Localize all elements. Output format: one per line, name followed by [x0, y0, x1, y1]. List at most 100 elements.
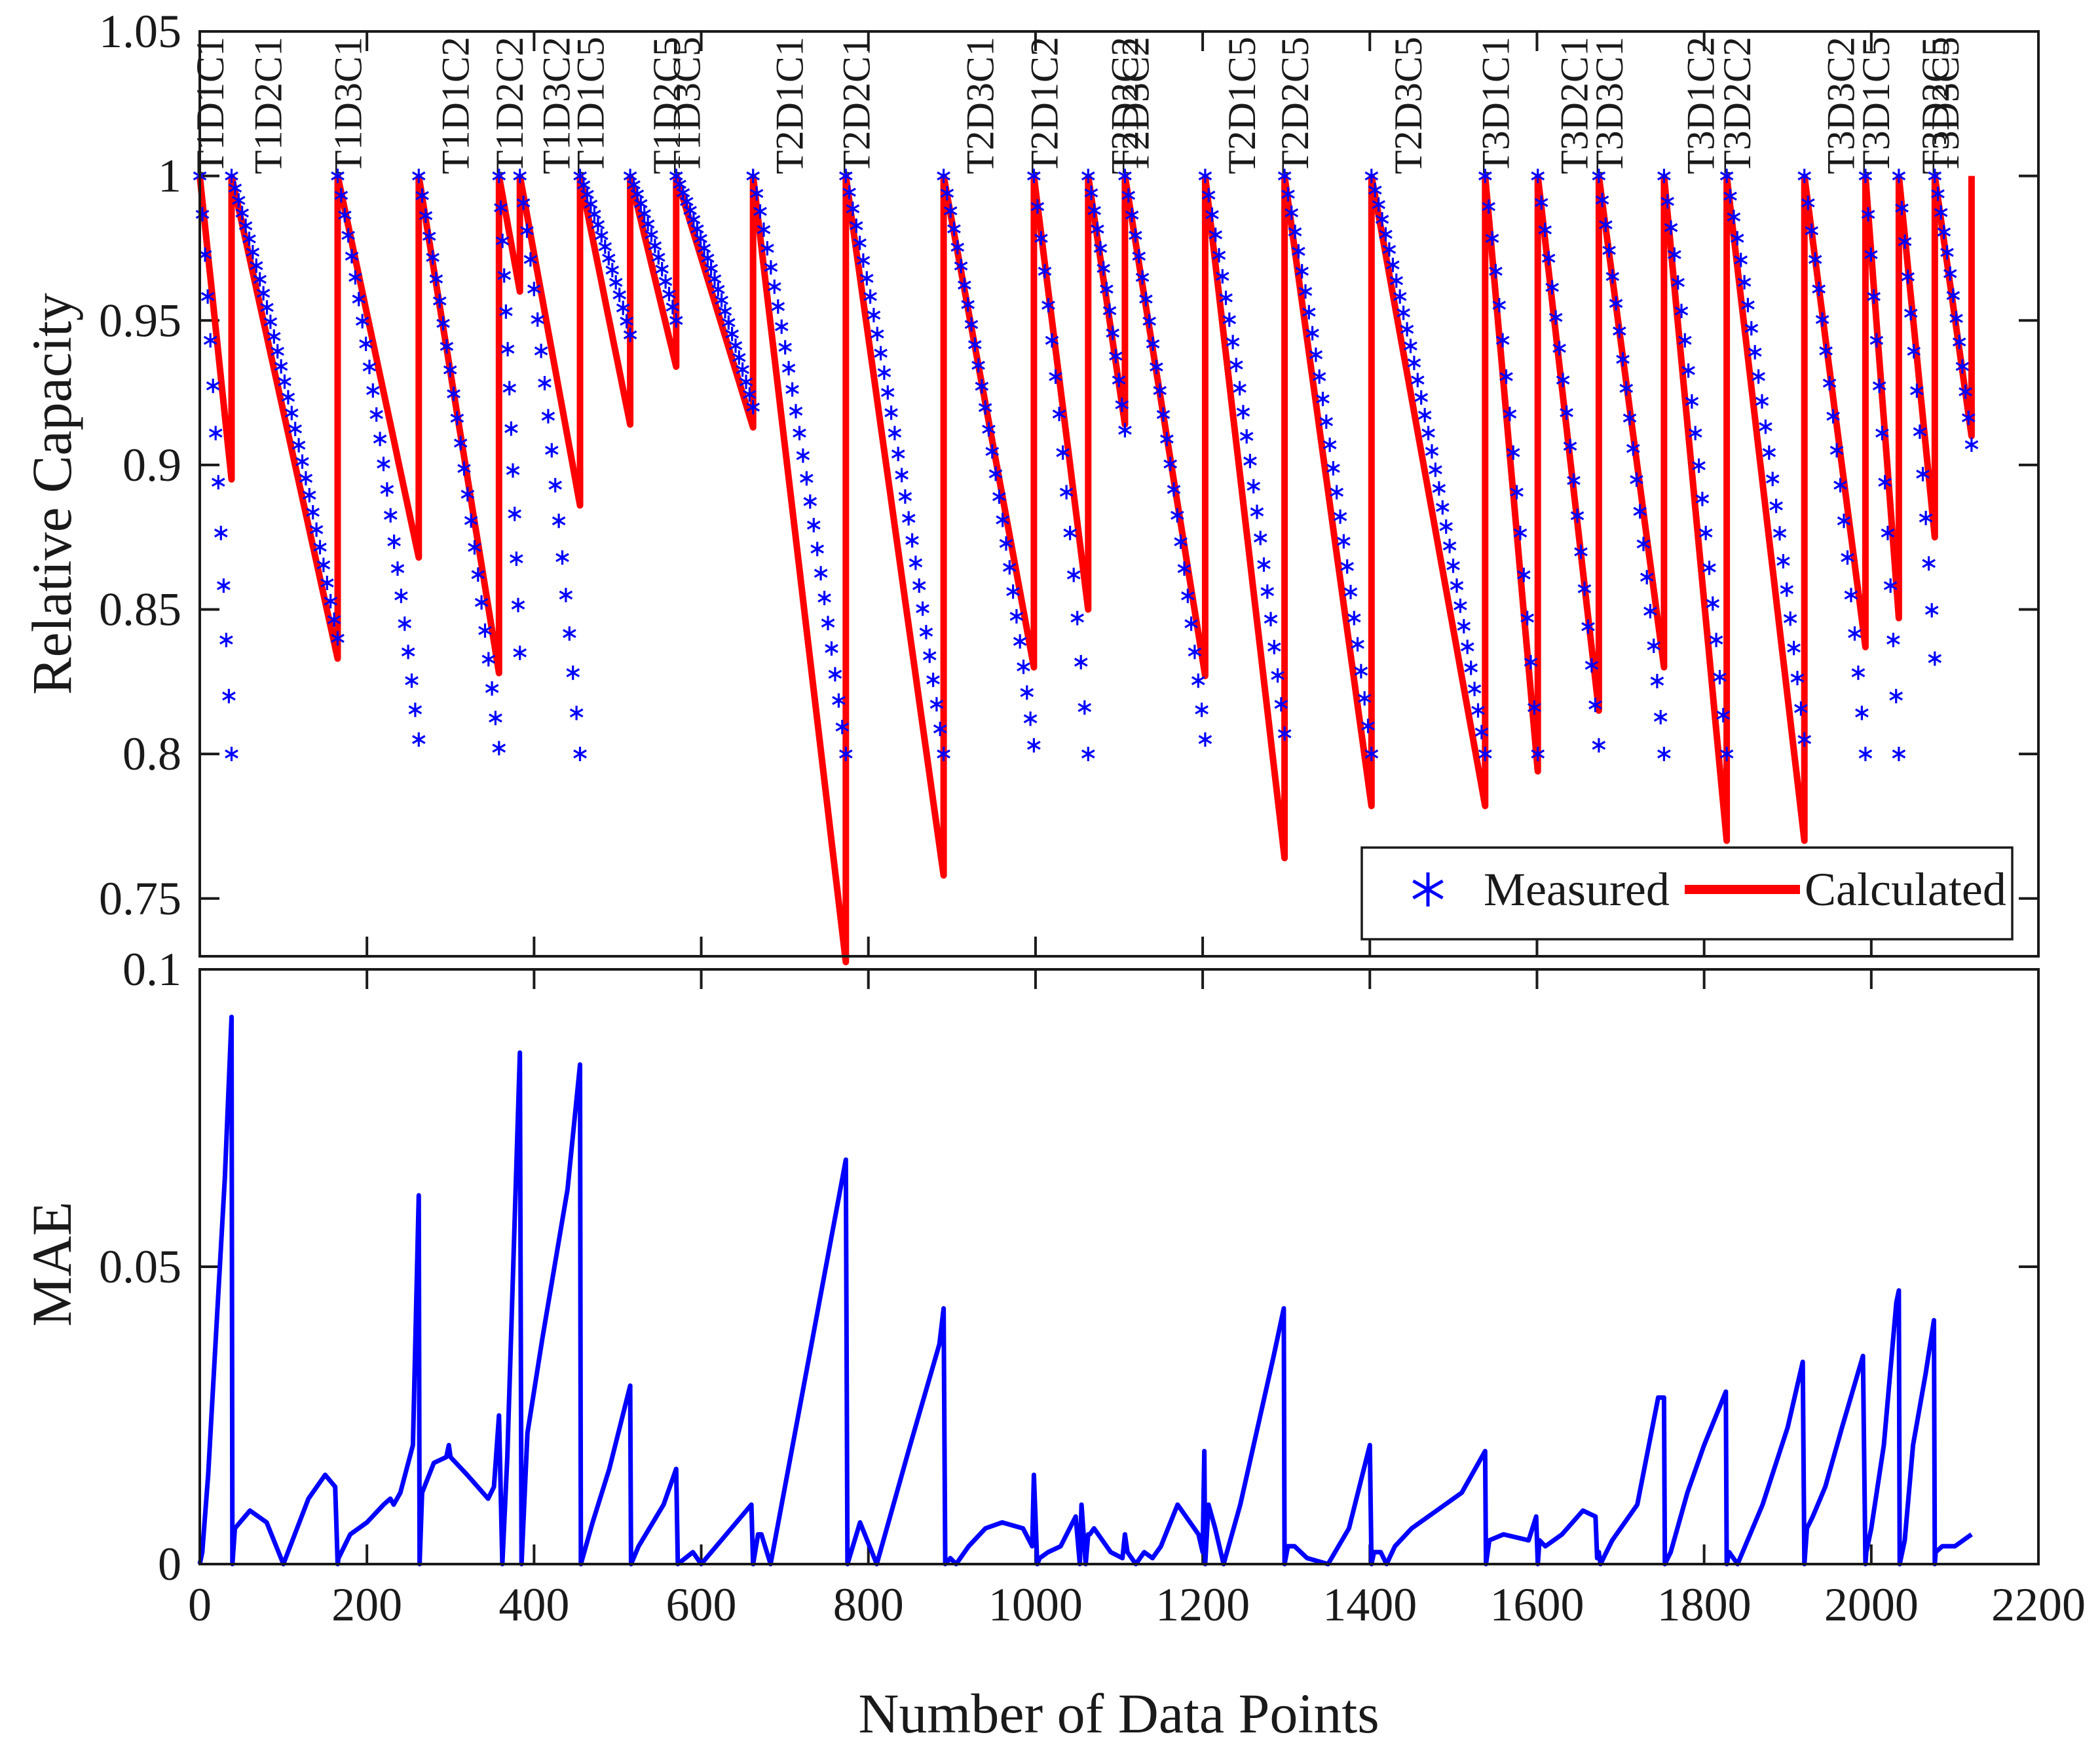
- measured-segment-T1D2C5: [623, 168, 683, 328]
- mae-ytick-label: 0: [158, 1538, 181, 1590]
- capacity-ytick-label: 0.75: [99, 872, 181, 925]
- mae-axes-frame: [198, 968, 2040, 1565]
- x-tick-label: 1600: [1490, 1579, 1584, 1631]
- calculated-segment-T1D1C1: [197, 176, 235, 483]
- segment-label-T2D3C1: T2D3C1: [959, 37, 1002, 174]
- measured-segment-T2D1C2: [1027, 168, 1095, 762]
- segment-label-T1D2C1: T1D2C1: [247, 37, 290, 174]
- measured-segment-T1D3C2: [513, 168, 587, 762]
- measured-segment-T2D3C1: [937, 168, 1041, 753]
- segment-label-T3D3C2: T3D3C2: [1820, 37, 1863, 174]
- mae-plot-area: [200, 969, 2038, 1564]
- measured-segment-T2D1C1: [746, 168, 853, 762]
- capacity-ytick-label: 0.95: [99, 294, 181, 346]
- measured-series: [193, 168, 1979, 762]
- calculated-segment-T3D1C2: [1660, 176, 1731, 844]
- measured-segment-T1D3C5: [669, 168, 760, 415]
- capacity-ytick-label: 1.05: [99, 5, 181, 58]
- measured-segment-T1D2C2: [492, 168, 527, 660]
- mae-series-line: [197, 1015, 1973, 1567]
- capacity-ytick-label: 1: [158, 150, 181, 202]
- x-tick-label: 1200: [1155, 1579, 1250, 1631]
- measured-segment-T3D2C1: [1531, 168, 1606, 753]
- segment-label-T1D1C2: T1D1C2: [434, 37, 477, 174]
- capacity-axes-frame: [198, 30, 2040, 958]
- segment-label-T3D2C5: T3D2C5: [1914, 37, 1957, 174]
- segment-label-T2D3C2: T2D3C2: [1114, 37, 1157, 174]
- measured-segment-T2D2C1: [838, 168, 950, 762]
- measured-segment-T1D2C1: [225, 168, 345, 646]
- measured-segment-T3D3C5: [1928, 168, 1979, 452]
- calculated-segment-T1D2C5: [627, 175, 680, 370]
- measured-segment-T2D2C2: [1081, 168, 1132, 438]
- mae-panel: 0.1 0.05 00 200 400 600 800 1000 1200 1400 1600 180…: [20, 943, 2086, 1745]
- calculated-segment-T2D1C5: [1201, 176, 1288, 861]
- calculated-segment-T2D3C1: [940, 175, 1038, 671]
- calculated-segment-T2D1C2: [1030, 175, 1092, 613]
- segment-label-T1D2C2: T1D2C2: [488, 37, 531, 174]
- measured-segment-T2D3C5: [1364, 168, 1492, 762]
- x-axis-label: Number of Data Points: [858, 1682, 1379, 1745]
- measured-segment-T2D3C2: [1118, 168, 1212, 747]
- x-tick-label: 600: [666, 1579, 737, 1631]
- calculated-segment-T2D2C5: [1281, 175, 1375, 810]
- segment-labels: T1D1C1 T1D2C1 T1D3C1 T1D1C2 T1D2C2 T1D3C2T1D1…: [189, 37, 1967, 174]
- calculated-segment-T1D3C5: [673, 175, 757, 431]
- segment-label-T1D2C5: T1D2C5: [645, 37, 688, 174]
- segment-label-T2D1C2: T2D1C2: [1022, 37, 1066, 174]
- x-tick-label: 200: [331, 1579, 402, 1631]
- x-tick-label: 400: [498, 1579, 569, 1631]
- legend-measured-label: Measured: [1484, 863, 1670, 916]
- mae-ytick-label: 0.05: [99, 1241, 181, 1293]
- calculated-segment-T3D1C1: [1482, 176, 1541, 775]
- capacity-ytick-label: 0.8: [122, 728, 181, 780]
- capacity-ytick-label: 0.9: [122, 439, 181, 491]
- measured-segment-T3D1C2: [1657, 168, 1734, 762]
- segment-label-T3D1C2: T3D1C2: [1679, 37, 1722, 174]
- legend-calculated-label: Calculated: [1805, 863, 2006, 916]
- calculated-segment-T3D3C1: [1595, 175, 1668, 671]
- mae-ticks: 0.1 0.05 00 200 400 600 800 1000 1200 1400 1600 180…: [99, 943, 2086, 1631]
- segment-label-T1D1C5: T1D1C5: [569, 37, 612, 174]
- segment-label-T2D3C5: T2D3C5: [1387, 37, 1430, 174]
- legend-measured-star: [1412, 872, 1444, 906]
- measured-segment-T3D1C5: [1858, 168, 1906, 762]
- calculated-segment-T1D1C5: [576, 175, 634, 428]
- segment-label-T1D1C1: T1D1C1: [189, 37, 232, 174]
- segment-label-T2D1C1: T2D1C1: [768, 37, 812, 174]
- calculated-segment-T2D1C1: [749, 176, 850, 965]
- calculated-segment-T2D2C1: [842, 175, 947, 879]
- measured-segment-T1D1C2: [411, 168, 506, 756]
- calculated-segment-T1D3C1: [334, 175, 422, 561]
- legend: Measured Calculated: [1360, 846, 2014, 941]
- mae-ytick-label: 0.1: [122, 943, 181, 996]
- x-tick-label: 0: [188, 1579, 212, 1631]
- segment-label-T2D2C1: T2D2C1: [834, 37, 878, 174]
- measured-segment-T2D1C5: [1198, 168, 1292, 741]
- segment-label-T1D3C5: T1D3C5: [665, 37, 708, 174]
- segment-label-T3D2C2: T3D2C2: [1716, 37, 1759, 174]
- capacity-ticks: 1.05 1 0.95 0.9 0.85 0.8 0.75: [99, 5, 2040, 956]
- x-tick-label: 2000: [1824, 1579, 1919, 1631]
- x-tick-label: 1400: [1322, 1579, 1417, 1631]
- segment-label-T3D2C1: T3D2C1: [1553, 37, 1596, 174]
- calculated-segment-T3D2C2: [1723, 176, 1808, 844]
- segment-label-T3D1C1: T3D1C1: [1474, 37, 1517, 174]
- x-tick-label: 1000: [988, 1579, 1083, 1631]
- x-tick-label: 800: [833, 1579, 904, 1631]
- calculated-segment-T3D3C5: [1931, 175, 1975, 439]
- measured-segment-T3D2C5: [1892, 168, 1942, 666]
- mae-y-axis-label: MAE: [20, 1201, 83, 1326]
- segment-label-T3D3C1: T3D3C1: [1588, 37, 1631, 174]
- capacity-ytick-label: 0.85: [99, 584, 181, 636]
- segment-label-T3D3C5: T3D3C5: [1924, 37, 1967, 174]
- capacity-plot-area: [200, 31, 2038, 956]
- segment-label-T2D2C2: T2D2C2: [1103, 37, 1146, 174]
- capacity-panel: 1.05 1 0.95 0.9 0.85 0.8 0.75 T1D1C1 T1D2C1 T1D3…: [20, 5, 2040, 965]
- measured-segment-T3D1C1: [1478, 168, 1545, 762]
- segment-label-T1D3C1: T1D3C1: [327, 37, 370, 174]
- segment-label-T3D1C5: T3D1C5: [1854, 37, 1898, 174]
- x-tick-label: 2200: [1991, 1579, 2086, 1631]
- calculated-segment-T3D2C1: [1534, 176, 1602, 714]
